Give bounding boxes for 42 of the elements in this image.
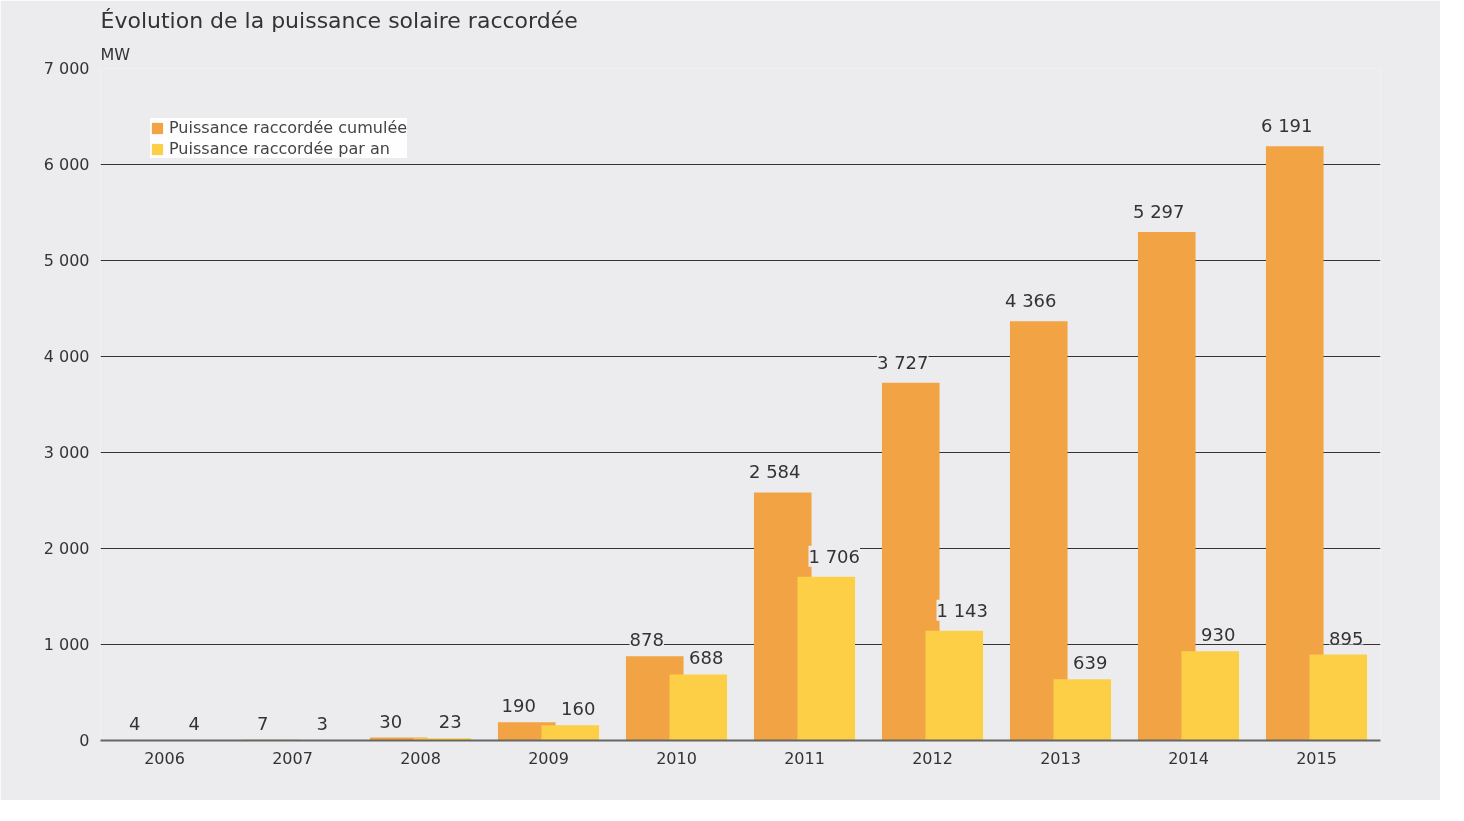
data-label: 160 bbox=[561, 698, 596, 720]
data-label: 688 bbox=[689, 647, 724, 669]
y-tick-label: 2 000 bbox=[43, 539, 90, 558]
x-tick-label: 2014 bbox=[1168, 748, 1209, 768]
data-label: 3 bbox=[316, 713, 328, 735]
data-label: 4 bbox=[129, 713, 141, 735]
x-tick-label: 2006 bbox=[144, 748, 185, 768]
x-tick-label: 2009 bbox=[528, 748, 569, 768]
data-label: 30 bbox=[379, 710, 403, 732]
y-tick-label: 3 000 bbox=[43, 443, 90, 462]
x-tick-label: 2007 bbox=[272, 748, 313, 768]
data-label: 1 706 bbox=[808, 545, 861, 567]
data-label: 639 bbox=[1073, 652, 1108, 674]
data-label: 1 143 bbox=[936, 599, 989, 621]
data-label: 6 191 bbox=[1260, 115, 1313, 137]
data-label: 23 bbox=[438, 711, 462, 733]
data-label: 3 727 bbox=[876, 351, 929, 373]
y-tick-label: 7 000 bbox=[43, 59, 90, 78]
chart-title: Évolution de la puissance solaire raccordée bbox=[100, 7, 578, 33]
y-tick-label: 5 000 bbox=[43, 251, 90, 270]
legend-label: Puissance raccordée cumulée bbox=[169, 118, 408, 137]
data-label: 895 bbox=[1329, 627, 1364, 649]
y-tick-label: 1 000 bbox=[43, 635, 90, 654]
y-tick-label: 6 000 bbox=[43, 155, 90, 174]
data-label: 5 297 bbox=[1132, 200, 1185, 222]
x-tick-label: 2013 bbox=[1040, 748, 1081, 768]
data-label: 2 584 bbox=[748, 461, 801, 483]
y-tick-label: 4 000 bbox=[43, 347, 90, 366]
data-label: 878 bbox=[629, 629, 664, 651]
data-label: 7 bbox=[257, 712, 269, 734]
x-tick-label: 2011 bbox=[784, 748, 825, 768]
legend-label: Puissance raccordée par an bbox=[169, 139, 390, 158]
y-axis-title: MW bbox=[100, 44, 131, 64]
x-tick-label: 2010 bbox=[656, 748, 697, 768]
data-label: 190 bbox=[501, 695, 536, 717]
x-tick-label: 2008 bbox=[400, 748, 441, 768]
y-tick-label: 0 bbox=[79, 731, 90, 750]
data-label: 4 bbox=[188, 713, 200, 735]
data-label: 930 bbox=[1201, 624, 1236, 646]
x-tick-label: 2015 bbox=[1296, 748, 1337, 768]
x-tick-label: 2012 bbox=[912, 748, 953, 768]
data-label: 4 366 bbox=[1004, 290, 1057, 312]
